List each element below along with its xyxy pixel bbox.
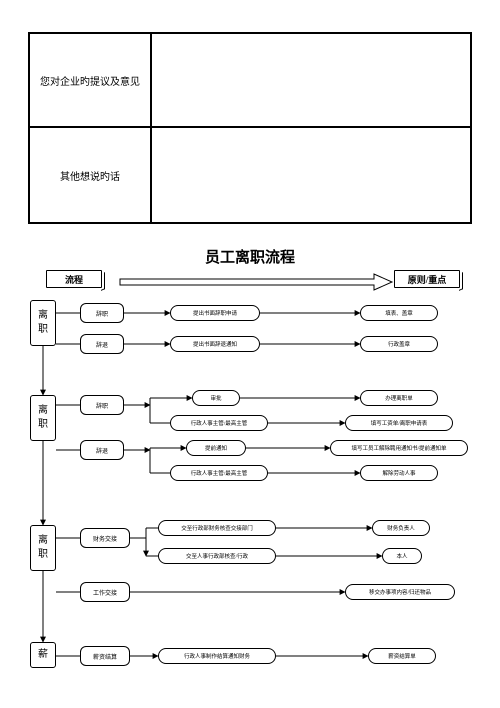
sub-node: 填写工员工解除聘用通知书/提前通知单 [330, 440, 468, 456]
sub-node: 行政人事主管/最高主管 [170, 415, 268, 431]
sub-node: 交至行政部财务核查交接部门 [158, 520, 276, 536]
sub-node: 提出书面辞退通知 [170, 336, 260, 352]
mid-node: 工作交接 [80, 582, 130, 602]
feedback-table: 您对企业旳提议及意见 其他想说旳话 [28, 32, 472, 224]
table-row: 其他想说旳话 [30, 128, 470, 222]
sub-node: 移交办事项内容/归还物品 [345, 584, 455, 600]
table-row: 您对企业旳提议及意见 [30, 34, 470, 128]
mid-node: 辞退 [80, 440, 124, 460]
mid-node: 辞职 [80, 303, 124, 323]
table-label: 其他想说旳话 [30, 128, 152, 222]
main-node: 离职 [30, 300, 56, 346]
sub-node: 薪资结算单 [368, 648, 436, 664]
table-value [152, 128, 470, 222]
mid-node: 薪资结算 [80, 646, 130, 666]
sub-node: 交至人事行政部核查/行政 [158, 548, 276, 564]
sub-node: 财务负责人 [372, 520, 430, 536]
main-node: 离职 [30, 525, 56, 571]
table-label: 您对企业旳提议及意见 [30, 34, 152, 126]
table-value [152, 34, 470, 126]
mid-node: 辞退 [80, 334, 124, 354]
flow-svg [0, 268, 500, 708]
mid-node: 辞职 [80, 395, 124, 415]
sub-node: 填表、盖章 [360, 305, 438, 321]
sub-node: 行政盖章 [360, 336, 438, 352]
sub-node: 审批 [192, 390, 240, 406]
sub-node: 提出书面辞职申请 [170, 305, 260, 321]
sub-node: 办理离职单 [360, 390, 438, 406]
main-node: 离职 [30, 395, 56, 441]
sub-node: 本人 [382, 548, 422, 564]
sub-node: 提前通知 [186, 440, 246, 456]
main-node: 薪 [30, 642, 56, 668]
sub-node: 解除劳动人事 [360, 465, 438, 481]
sub-node: 行政人事制作结算通知财务 [158, 648, 276, 664]
sub-node: 行政人事主管/最高主管 [170, 465, 268, 481]
mid-node: 财务交接 [80, 528, 130, 548]
sub-node: 填写工资单/离职申请表 [345, 415, 453, 431]
flow-title: 员工离职流程 [0, 246, 500, 267]
